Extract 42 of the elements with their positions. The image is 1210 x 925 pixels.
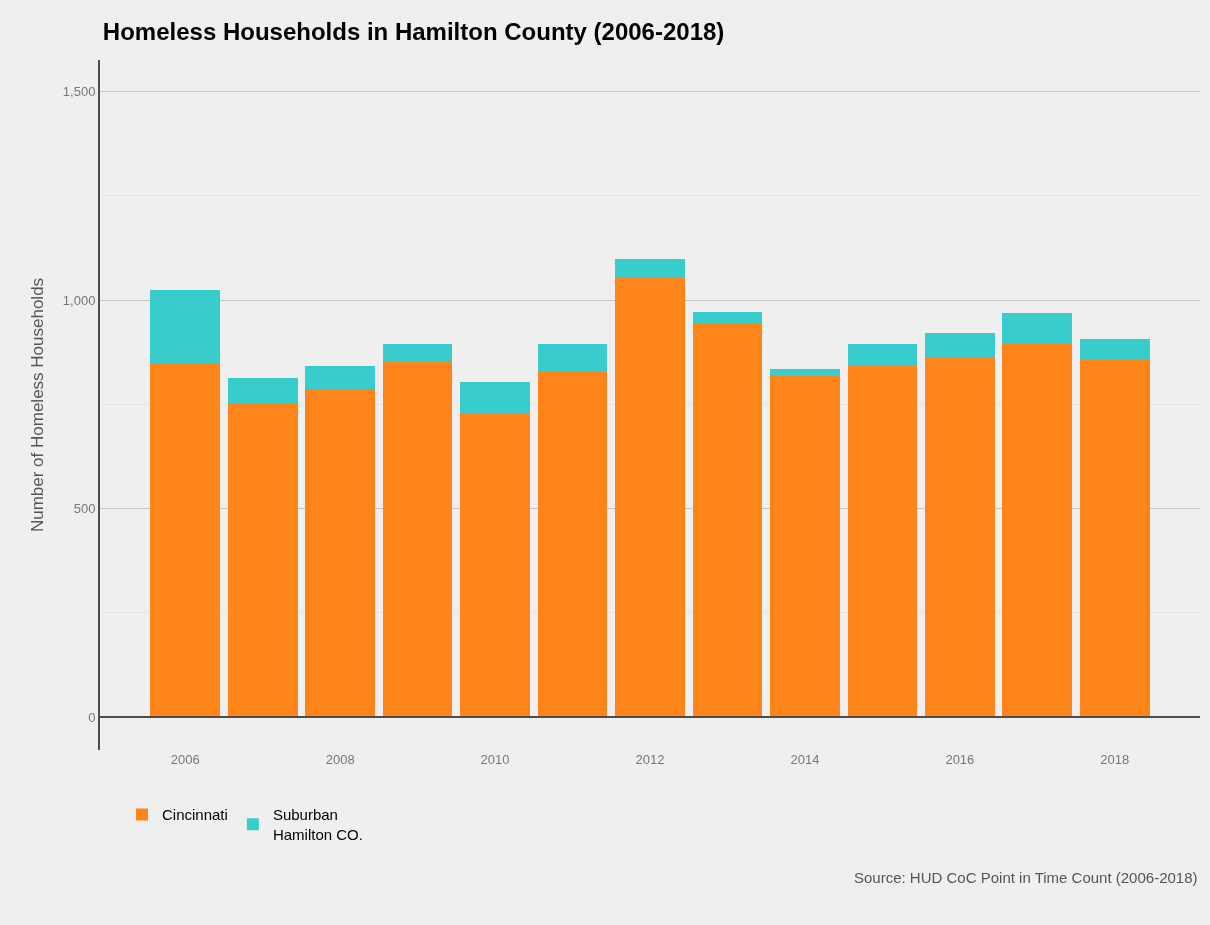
bar [227, 378, 298, 403]
bar [150, 289, 221, 364]
bar [537, 371, 608, 718]
bar [692, 311, 763, 323]
y-tick-label: 1,500 [62, 84, 96, 100]
bar [847, 344, 918, 366]
bar [1002, 313, 1073, 344]
bar [150, 363, 221, 718]
x-tick-label: 2016 [945, 752, 975, 767]
bar [615, 258, 685, 279]
bar [615, 278, 685, 718]
bar [1079, 358, 1150, 718]
bar [925, 332, 995, 358]
y-tick-label: 500 [73, 501, 96, 517]
x-tick-label: 2008 [325, 752, 355, 767]
y-tick-label: 1,000 [62, 292, 96, 308]
bar [305, 365, 375, 389]
x-tick-label: 2014 [790, 752, 820, 767]
bar [382, 343, 453, 362]
x-tick-label: 2010 [480, 752, 510, 767]
bar [460, 382, 530, 413]
x-tick-label: 2012 [635, 752, 665, 767]
bar [227, 402, 298, 718]
bar [770, 368, 840, 377]
bar [1079, 339, 1150, 359]
legend-label: Cincinnati [162, 806, 228, 824]
x-tick-label: 2006 [170, 752, 200, 767]
bar [382, 361, 453, 718]
y-axis-title: Number of Homeless Households [27, 277, 47, 533]
y-tick-label: 0 [88, 709, 96, 725]
x-tick-label: 2018 [1100, 752, 1130, 767]
bar [925, 357, 995, 718]
bar [537, 343, 608, 372]
chart-title: Homeless Households in Hamilton County (2006-2018) [102, 17, 725, 45]
bar [847, 365, 918, 718]
legend-label: Suburban Hamilton CO. [272, 806, 363, 843]
bar [770, 376, 840, 718]
source-note: Source: HUD CoC Point in Time Count (2006-2018) [854, 869, 1198, 886]
bar [692, 322, 763, 718]
bar [305, 388, 375, 718]
bar [460, 412, 530, 718]
bar [1002, 343, 1073, 718]
